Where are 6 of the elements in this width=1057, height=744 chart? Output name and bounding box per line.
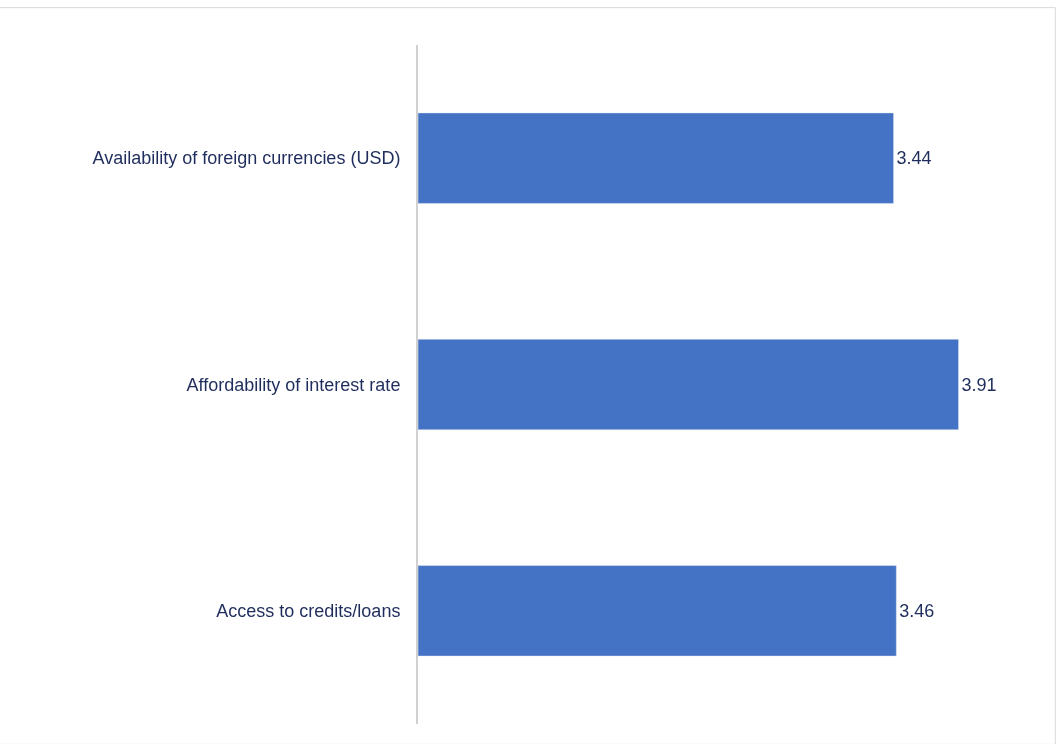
data-label: 3.91 [961,374,997,395]
y-tick-label: Availability of foreign currencies (USD) [92,148,401,169]
y-tick-label: Affordability of interest rate [186,374,401,395]
data-label: 3.44 [896,148,932,169]
data-label: 3.46 [899,600,935,621]
y-tick-label: Access to credits/loans [216,601,401,622]
